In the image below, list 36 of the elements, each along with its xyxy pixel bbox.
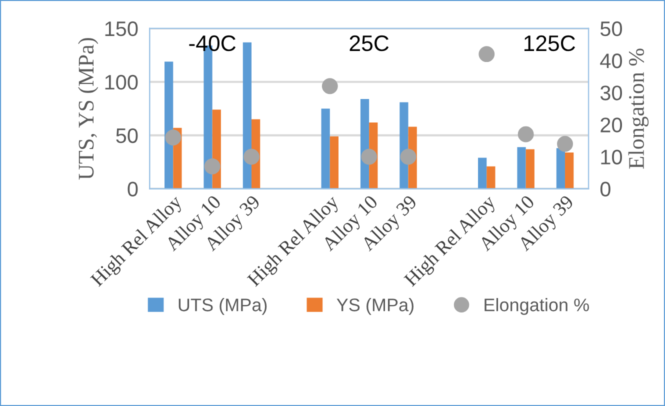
bar	[486, 166, 496, 189]
y-tick-label: 150	[105, 21, 138, 36]
legend-label: UTS (MPa)	[178, 298, 267, 315]
y2-tick-label: 0	[600, 182, 610, 197]
y2-tick-label: 30	[600, 86, 622, 100]
y2-axis-title: Elongation %	[628, 48, 649, 169]
point	[557, 136, 573, 152]
bar	[526, 149, 534, 189]
point	[478, 46, 495, 62]
point	[322, 78, 338, 94]
bar	[321, 108, 330, 189]
legend-label: YS (MPa)	[336, 298, 414, 315]
y2-tick-label: 50	[600, 21, 622, 36]
y-tick-label: 50	[116, 128, 138, 144]
y2-tick-label: 20	[600, 118, 622, 132]
bar	[242, 42, 252, 189]
y2-tick-label: 10	[601, 150, 622, 164]
bar	[565, 152, 574, 189]
y-axis-title: UTS, YS (MPa)	[78, 38, 98, 180]
y-tick-label: 100	[105, 74, 138, 90]
annotation: 125C	[524, 35, 576, 52]
point	[204, 158, 220, 174]
y2-tick-label: 40	[600, 53, 622, 68]
point	[518, 126, 534, 142]
y-tick-label: 0	[128, 182, 138, 197]
point	[400, 148, 416, 165]
bar	[330, 136, 339, 189]
point	[165, 129, 182, 146]
annotation: 25C	[350, 35, 389, 52]
bar	[478, 158, 487, 189]
bar	[517, 147, 526, 189]
bar	[556, 148, 566, 189]
legend-label: Elongation %	[484, 298, 589, 315]
annotation: -40C	[189, 35, 236, 52]
point	[361, 148, 378, 165]
point	[244, 148, 260, 165]
